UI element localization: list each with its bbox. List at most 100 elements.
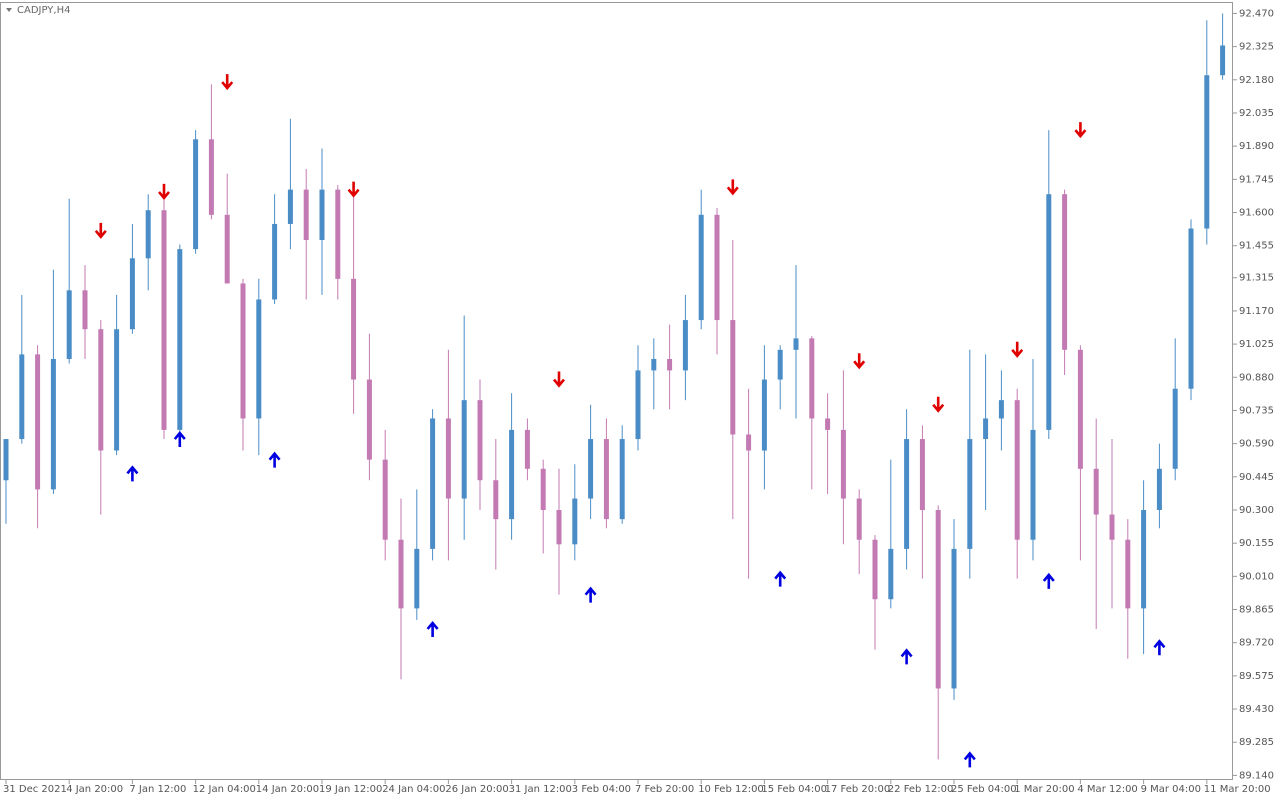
candle-body	[445, 418, 451, 499]
candle-body	[761, 379, 767, 451]
y-tick-label: 90.155	[1239, 538, 1274, 549]
candle-body	[145, 210, 151, 259]
candle-body	[556, 509, 562, 545]
symbol-menu-icon[interactable]	[6, 8, 12, 12]
candle-body	[1077, 349, 1083, 469]
candle-body	[809, 338, 815, 419]
candle-body	[635, 370, 641, 440]
candle-body	[1030, 429, 1036, 540]
y-tick-label: 89.720	[1239, 638, 1274, 649]
candle-body	[1141, 509, 1147, 609]
buy-arrow	[426, 620, 439, 637]
candle-body	[50, 358, 56, 490]
candle-body	[366, 379, 372, 460]
candle-body	[572, 498, 578, 545]
candle-body	[414, 548, 420, 609]
sell-arrow	[347, 181, 360, 198]
candle-body	[66, 290, 72, 359]
x-tick-label: 25 Feb 04:00	[951, 784, 1017, 795]
candle-body	[698, 214, 704, 321]
x-tick-label: 31 Dec 2021	[3, 784, 67, 795]
x-tick-label: 17 Feb 20:00	[825, 784, 891, 795]
y-tick-label: 92.470	[1239, 8, 1274, 19]
y-tick-label: 92.325	[1239, 42, 1274, 53]
candle-body	[287, 189, 293, 224]
candle-body	[1188, 228, 1194, 389]
candle-body	[1220, 45, 1226, 76]
x-tick-label: 24 Jan 04:00	[382, 784, 445, 795]
candle-body	[35, 354, 41, 490]
sell-arrow	[94, 222, 107, 239]
y-tick-label: 89.430	[1239, 704, 1274, 715]
buy-arrow	[963, 751, 976, 768]
buy-arrow	[268, 451, 281, 468]
candle-body	[351, 278, 357, 380]
x-tick-label: 11 Mar 20:00	[1204, 784, 1271, 795]
candle-body	[177, 249, 183, 430]
y-tick-label: 89.285	[1239, 737, 1274, 748]
y-tick-label: 90.445	[1239, 472, 1274, 483]
candle-body	[272, 223, 278, 300]
candle-body	[398, 539, 404, 609]
candle-body	[619, 439, 625, 520]
candle-body	[477, 400, 483, 481]
candle-body	[667, 358, 673, 371]
chart-title: CADJPY,H4	[17, 5, 70, 16]
candle-body	[840, 429, 846, 499]
x-tick-label: 1 Mar 20:00	[1014, 784, 1074, 795]
x-tick-label: 7 Feb 20:00	[635, 784, 694, 795]
buy-arrow	[1153, 639, 1166, 656]
candle-body	[240, 283, 246, 419]
y-tick-label: 90.300	[1239, 505, 1274, 516]
candle-body	[1172, 388, 1178, 469]
sell-arrow	[932, 396, 945, 413]
x-tick-label: 3 Feb 04:00	[572, 784, 631, 795]
buy-arrow	[1042, 572, 1055, 589]
x-tick-label: 12 Jan 04:00	[193, 784, 256, 795]
candle-body	[983, 418, 989, 440]
candle-body	[967, 439, 973, 549]
candle-body	[872, 539, 878, 600]
candle-body	[382, 459, 388, 540]
y-tick-label: 90.010	[1239, 571, 1274, 582]
candle-body	[1109, 514, 1115, 540]
y-tick-label: 92.180	[1239, 75, 1274, 86]
x-tick-label: 4 Mar 12:00	[1077, 784, 1137, 795]
x-tick-label: 7 Jan 12:00	[129, 784, 186, 795]
y-tick-label: 90.880	[1239, 372, 1274, 383]
buy-arrow	[126, 465, 139, 482]
candle-body	[540, 468, 546, 510]
candle-body	[161, 210, 167, 430]
candle-body	[335, 189, 341, 279]
x-tick-label: 31 Jan 12:00	[509, 784, 572, 795]
y-tick-label: 91.455	[1239, 241, 1274, 252]
y-tick-label: 91.025	[1239, 339, 1274, 350]
candle-body	[82, 290, 88, 330]
candle-body	[208, 139, 214, 215]
candle-body	[114, 329, 120, 451]
buy-arrow	[900, 648, 913, 665]
x-tick-label: 4 Jan 20:00	[66, 784, 123, 795]
candle-body	[224, 214, 230, 284]
candle-body	[919, 439, 925, 510]
plot-frame	[0, 2, 1233, 780]
candle-body	[319, 189, 325, 240]
sell-arrow	[1074, 122, 1087, 139]
y-tick-label: 91.600	[1239, 208, 1274, 219]
candle-body	[1093, 468, 1099, 515]
candle-body	[524, 429, 530, 469]
candle-body	[1046, 194, 1052, 430]
candle-body	[888, 548, 894, 600]
candle-body	[904, 439, 910, 549]
candle-body	[493, 480, 499, 520]
sell-arrow	[853, 353, 866, 370]
candle-body	[825, 418, 831, 430]
candle-body	[19, 354, 25, 440]
x-tick-label: 19 Jan 12:00	[319, 784, 382, 795]
candle-body	[303, 189, 309, 240]
sell-arrow	[221, 74, 234, 91]
y-tick-label: 91.315	[1239, 273, 1274, 284]
candle-body	[129, 258, 135, 330]
candle-body	[1062, 194, 1068, 350]
